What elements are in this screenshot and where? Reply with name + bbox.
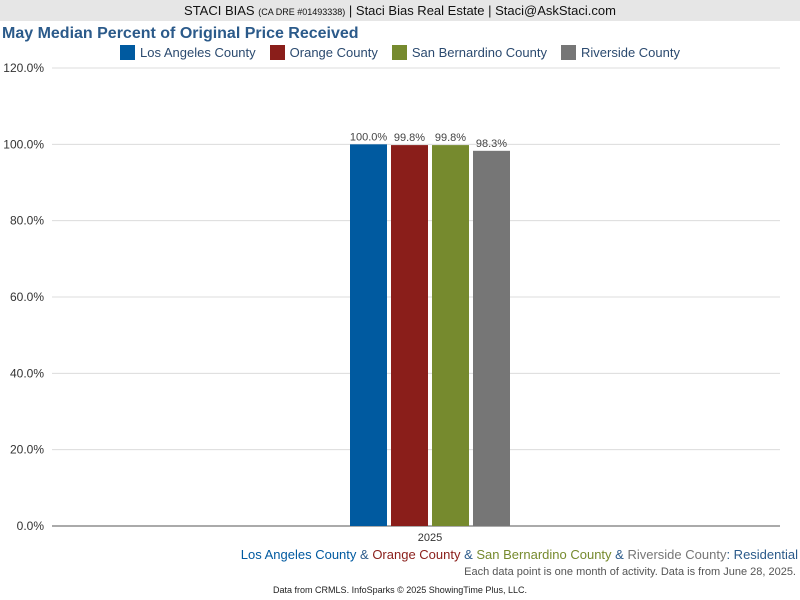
data-label: 100.0% (350, 131, 388, 143)
bar (350, 144, 387, 527)
legend-item[interactable]: Orange County (269, 45, 378, 60)
data-label: 99.8% (394, 132, 425, 144)
subtitle-part: San Bernardino County (476, 547, 612, 562)
x-tick-label: 2025 (418, 532, 442, 544)
bar (432, 145, 469, 526)
data-note: Each data point is one month of activity… (464, 566, 796, 578)
legend-item[interactable]: Riverside County (560, 45, 680, 60)
legend-label: San Bernardino County (411, 45, 547, 60)
legend-label: Orange County (289, 45, 378, 60)
y-tick-label: 80.0% (10, 214, 44, 228)
chart-title: May Median Percent of Original Price Rec… (2, 25, 359, 42)
data-label: 99.8% (435, 132, 466, 144)
data-label: 98.3% (476, 138, 507, 150)
subtitle-part: Riverside County (627, 547, 727, 562)
data-source-footer: Data from CRMLS. InfoSparks © 2025 Showi… (273, 585, 527, 595)
chart-legend: Los Angeles County Orange County San Berna… (0, 45, 800, 60)
subtitle-part: & (460, 547, 477, 562)
legend-swatch (120, 45, 136, 60)
y-tick-label: 0.0% (17, 519, 45, 533)
y-tick-label: 100.0% (3, 137, 44, 151)
report-header: STACI BIAS (CA DRE #01493338) | Staci Bi… (0, 0, 800, 21)
legend-label: Los Angeles County (140, 45, 256, 60)
y-tick-label: 20.0% (10, 443, 44, 457)
bar (391, 145, 428, 526)
legend-label: Riverside County (580, 45, 680, 60)
chart-subtitle: Los Angeles County & Orange County & San… (241, 547, 798, 562)
subtitle-part: & (611, 547, 628, 562)
legend-swatch (391, 45, 407, 60)
subtitle-part: Los Angeles County (240, 547, 357, 562)
legend-swatch (269, 45, 285, 60)
subtitle-part: & (356, 547, 373, 562)
legend-item[interactable]: Los Angeles County (120, 45, 256, 60)
legend-swatch (560, 45, 576, 60)
header-company: | Staci Bias Real Estate | Staci@AskStac… (348, 3, 616, 18)
subtitle-part: : Residential (726, 547, 798, 562)
y-tick-label: 40.0% (10, 366, 44, 380)
y-tick-label: 120.0% (3, 61, 44, 75)
y-tick-label: 60.0% (10, 290, 44, 304)
legend-item[interactable]: San Bernardino County (391, 45, 547, 60)
bar (473, 150, 510, 527)
header-name: STACI BIAS (184, 3, 255, 18)
header-license: (CA DRE #01493338) (258, 7, 346, 17)
subtitle-part: Orange County (372, 547, 461, 562)
